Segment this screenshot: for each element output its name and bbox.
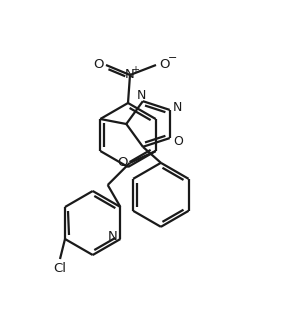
Text: O: O bbox=[159, 58, 169, 71]
Text: N: N bbox=[125, 68, 135, 81]
Text: −: − bbox=[168, 53, 178, 63]
Text: O: O bbox=[94, 58, 104, 71]
Text: O: O bbox=[118, 156, 128, 169]
Text: N: N bbox=[108, 231, 117, 244]
Text: Cl: Cl bbox=[53, 262, 67, 275]
Text: O: O bbox=[173, 135, 183, 148]
Text: N: N bbox=[173, 101, 182, 114]
Text: N: N bbox=[137, 89, 147, 102]
Text: +: + bbox=[131, 65, 139, 75]
